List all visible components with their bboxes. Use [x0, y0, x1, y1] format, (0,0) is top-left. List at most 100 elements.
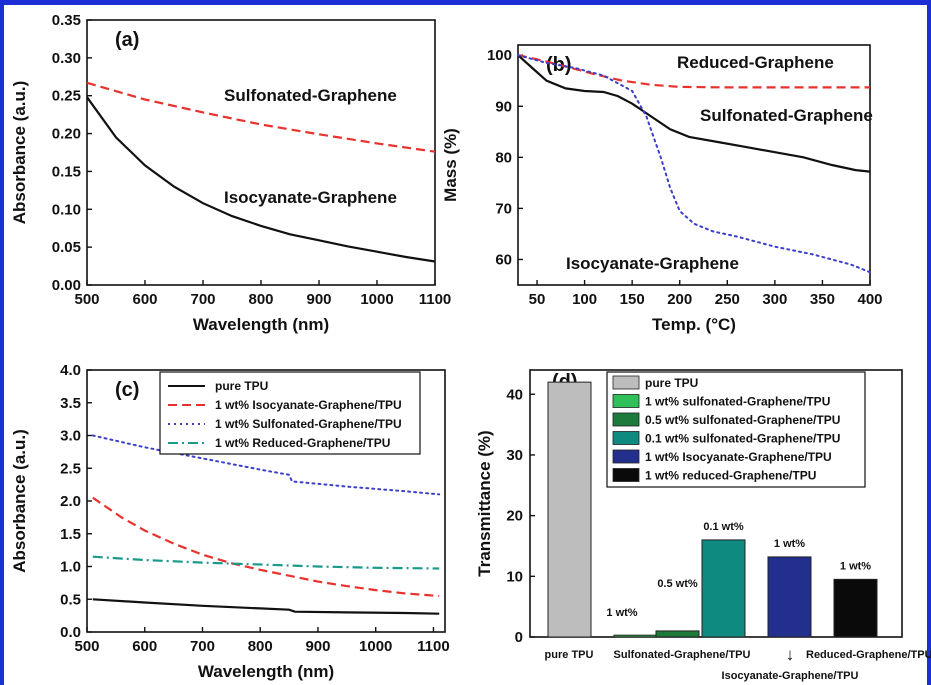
legend-entry: 1 wt% Reduced-Graphene/TPU — [215, 436, 390, 450]
x-tick-label: 500 — [74, 638, 99, 655]
plot-frame-1 — [517, 44, 871, 286]
y-tick-label: 0.00 — [52, 277, 81, 294]
x-tick-label: 150 — [620, 291, 645, 308]
category-label: Sulfonated-Graphene/TPU — [614, 649, 751, 661]
legend-entry: pure TPU — [215, 379, 268, 393]
series-annotation: Isocyanate-Graphene — [566, 254, 739, 273]
bar-0 — [547, 381, 592, 638]
chart-panel-0: 500 600 700 800 900 1000 1100 0.00 0.05 0.10 0.15 0… — [10, 12, 451, 334]
y-axis-label: Absorbance (a.u.) — [10, 81, 29, 225]
y-tick-label: 60 — [495, 251, 512, 268]
x-tick-label: 400 — [857, 291, 882, 308]
y-tick-label: 80 — [495, 149, 512, 166]
x-tick-label: 900 — [305, 638, 330, 655]
series-line-1 — [86, 96, 436, 263]
y-tick-label: 1.0 — [60, 559, 81, 576]
legend-swatch — [612, 375, 640, 390]
y-axis-label: Transmittance (%) — [475, 430, 494, 576]
x-tick-label: 350 — [810, 291, 835, 308]
x-tick-label: 700 — [190, 291, 215, 308]
y-tick-label: 2.5 — [60, 460, 81, 477]
x-tick-label: 300 — [762, 291, 787, 308]
legend-entry: 0.1 wt% sulfonated-Graphene/TPU — [645, 432, 840, 446]
bar-value-label: 1 wt% — [774, 538, 805, 550]
legend-entry: 0.5 wt% sulfonated-Graphene/TPU — [645, 413, 840, 427]
series-line-1 — [92, 496, 440, 598]
series-annotation: Isocyanate-Graphene — [224, 188, 397, 207]
y-tick-label: 0.15 — [52, 163, 81, 180]
panel-label: (a) — [115, 29, 139, 51]
bar-3 — [701, 539, 746, 638]
x-tick-label: 1100 — [419, 291, 452, 308]
legend-entry: 1 wt% Isocyanate-Graphene/TPU — [645, 450, 832, 464]
legend-entry: 1 wt% sulfonated-Graphene/TPU — [645, 395, 830, 409]
y-tick-label: 0.0 — [60, 624, 81, 641]
bar-value-label: 1 wt% — [606, 607, 637, 619]
series-annotation: Sulfonated-Graphene — [700, 106, 873, 125]
y-axis-label: Mass (%) — [441, 128, 460, 202]
legend-entry: 1 wt% reduced-Graphene/TPU — [645, 469, 816, 483]
series-line-3 — [92, 555, 440, 570]
legend-swatch — [612, 449, 640, 464]
y-tick-label: 0.30 — [52, 50, 81, 67]
y-tick-label: 40 — [506, 386, 523, 403]
legend-entry: 1 wt% Sulfonated-Graphene/TPU — [215, 417, 402, 431]
category-label: pure TPU — [545, 649, 594, 661]
series-line-0 — [92, 598, 440, 615]
chart-panel-2: 500 600 700 800 900 1000 1100 0.0 0.5 1.0 1.5 2.0 2.… — [10, 362, 450, 681]
series-line-0 — [86, 81, 436, 153]
y-tick-label: 0.5 — [60, 591, 81, 608]
x-tick-label: 800 — [248, 291, 273, 308]
category-arrow: ↓ — [786, 645, 795, 664]
legend-swatch — [612, 431, 640, 445]
y-tick-label: 0.05 — [52, 239, 81, 256]
x-tick-label: 50 — [529, 291, 546, 308]
bar-value-label: 0.5 wt% — [657, 578, 698, 590]
x-tick-label: 600 — [132, 291, 157, 308]
x-tick-label: 700 — [190, 638, 215, 655]
y-tick-label: 4.0 — [60, 362, 81, 379]
x-tick-label: 800 — [248, 638, 273, 655]
y-tick-label: 0.10 — [52, 201, 81, 218]
chart-panel-1: 50 100 150 200 250 300 350 400 60 70 80 90 100 Temp. … — [441, 44, 883, 334]
series-line-2 — [517, 54, 871, 274]
bar-value-label: 0.1 wt% — [703, 521, 744, 533]
x-tick-label: 500 — [74, 291, 99, 308]
y-tick-label: 3.0 — [60, 428, 81, 445]
bar-1 — [613, 634, 658, 638]
bar-4 — [767, 556, 812, 638]
x-axis-label: Wavelength (nm) — [193, 315, 329, 334]
series-line-1 — [517, 54, 871, 173]
y-axis-label: Absorbance (a.u.) — [10, 429, 29, 573]
panel-label: (c) — [115, 379, 139, 401]
series-annotation: Sulfonated-Graphene — [224, 86, 397, 105]
series-annotation: Reduced-Graphene — [677, 53, 834, 72]
x-tick-label: 600 — [132, 638, 157, 655]
y-tick-label: 1.5 — [60, 526, 81, 543]
y-tick-label: 70 — [495, 200, 512, 217]
x-tick-label: 1000 — [359, 638, 392, 655]
x-tick-label: 1100 — [417, 638, 450, 655]
y-tick-label: 10 — [506, 568, 523, 585]
y-tick-label: 2.0 — [60, 493, 81, 510]
y-tick-label: 0 — [515, 629, 523, 646]
category-label: Isocyanate-Graphene/TPU — [722, 670, 859, 682]
bar-5 — [833, 578, 878, 638]
x-axis-label: Temp. (°C) — [652, 315, 736, 334]
legend-box — [606, 371, 866, 488]
plot-frame-0 — [86, 19, 436, 286]
category-label: Reduced-Graphene/TPU — [806, 649, 931, 661]
legend-swatch — [612, 468, 640, 482]
y-tick-label: 90 — [495, 98, 512, 115]
x-tick-label: 250 — [715, 291, 740, 308]
x-tick-label: 200 — [667, 291, 692, 308]
bar-value-label: 1 wt% — [840, 560, 871, 572]
x-tick-label: 100 — [572, 291, 597, 308]
y-tick-label: 100 — [487, 47, 512, 64]
legend-swatch — [612, 394, 640, 408]
y-tick-label: 30 — [506, 447, 523, 464]
x-tick-label: 1000 — [360, 291, 393, 308]
y-tick-label: 3.5 — [60, 395, 81, 412]
legend-swatch — [612, 412, 640, 427]
